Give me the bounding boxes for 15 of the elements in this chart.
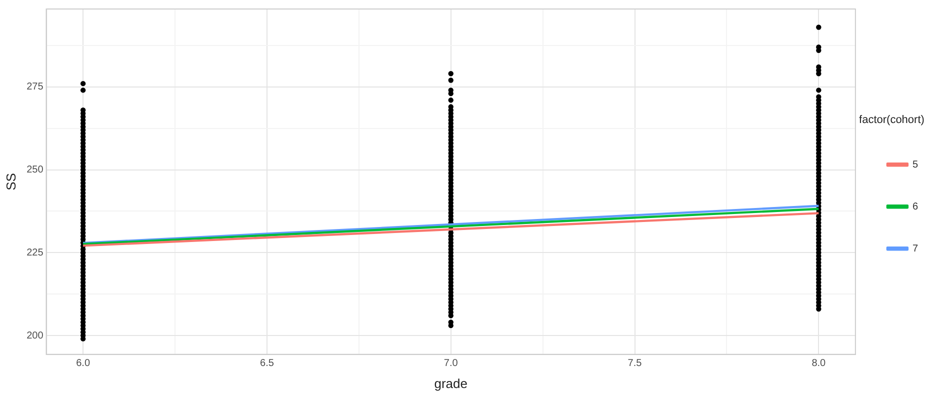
x-tick-label: 7.0 bbox=[444, 358, 458, 370]
x-tick-label: 8.0 bbox=[812, 358, 826, 370]
x-tick-label: 6.0 bbox=[76, 358, 90, 370]
y-axis-title: SS bbox=[3, 172, 18, 190]
x-axis-title: grade bbox=[434, 376, 468, 391]
y-tick-label: 275 bbox=[26, 82, 44, 93]
legend-label: 7 bbox=[912, 243, 918, 254]
y-tick-label: 225 bbox=[26, 247, 44, 258]
x-tick-label: 7.5 bbox=[628, 358, 642, 370]
legend-label: 6 bbox=[912, 201, 918, 212]
y-tick-label: 200 bbox=[26, 330, 44, 342]
legend-title: factor(cohort) bbox=[859, 114, 924, 126]
y-tick-label: 250 bbox=[26, 164, 44, 176]
legend-label: 5 bbox=[912, 159, 918, 170]
x-tick-label: 6.5 bbox=[260, 358, 274, 370]
